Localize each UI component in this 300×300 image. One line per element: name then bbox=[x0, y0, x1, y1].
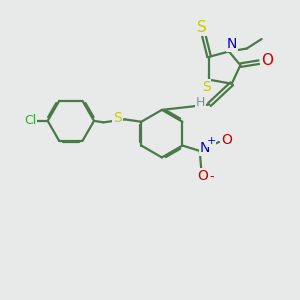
Text: O: O bbox=[197, 169, 208, 183]
Text: H: H bbox=[196, 96, 205, 109]
Text: -: - bbox=[209, 170, 214, 183]
Text: +: + bbox=[206, 136, 216, 146]
Text: Cl: Cl bbox=[25, 114, 37, 128]
Text: O: O bbox=[261, 53, 273, 68]
Text: O: O bbox=[221, 134, 232, 148]
Text: N: N bbox=[200, 141, 210, 155]
Text: S: S bbox=[113, 111, 122, 125]
Text: S: S bbox=[202, 80, 211, 94]
Text: N: N bbox=[227, 37, 237, 51]
Text: S: S bbox=[197, 20, 207, 35]
